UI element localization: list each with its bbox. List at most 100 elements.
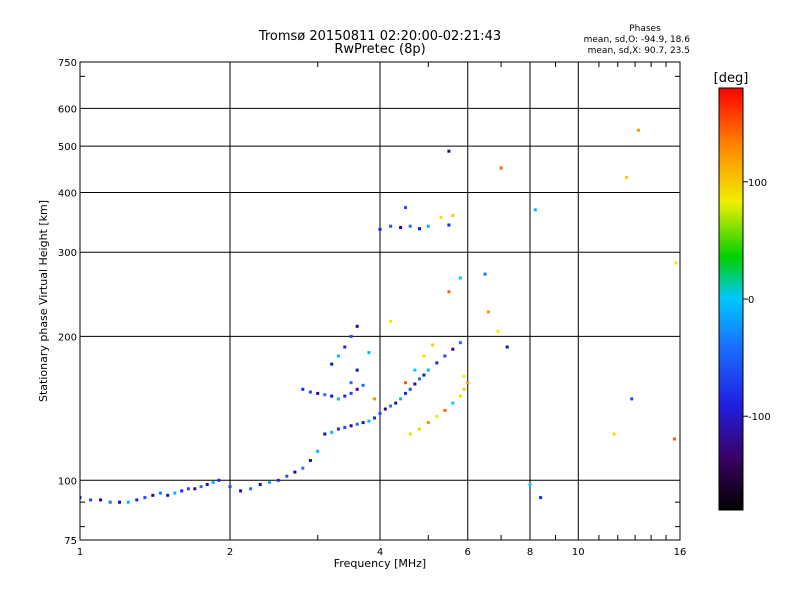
x-tick-label: 6 [465,547,471,558]
data-point [80,496,82,500]
data-point [389,404,393,408]
data-point [239,489,243,493]
plot-frame [79,61,681,541]
y-tick-label: 500 [58,142,77,153]
stats-line-x: mean, sd,X: 90.7, 23.5 [588,46,690,56]
data-point [443,354,447,358]
data-point [413,368,417,372]
chart-title: Tromsø 20150811 02:20:00-02:21:43 [258,29,501,44]
data-point [389,319,393,323]
data-point [285,474,289,478]
colorbar-tick-label: 100 [748,178,767,189]
x-tick-label: 1 [77,547,83,558]
data-point [404,391,407,395]
data-point [99,498,103,502]
data-point [399,397,403,401]
data-point [451,347,455,351]
data-point [316,391,320,395]
data-point [336,354,340,358]
colorbar-tick-label: -100 [748,412,771,423]
data-point [349,424,353,428]
data-point [383,407,387,411]
data-point [451,401,455,405]
data-point [389,224,393,228]
data-point [249,487,253,491]
data-point [533,208,537,212]
x-tick-label: 8 [527,547,533,558]
data-point [193,487,197,491]
y-tick-label: 400 [58,188,77,199]
data-point [349,334,353,338]
data-point [301,466,305,470]
data-point [349,391,353,395]
chart-subtitle: RwPretec (8p) [334,42,425,57]
data-point [367,351,371,355]
data-point [378,411,382,415]
data-point [447,223,451,227]
data-point [483,272,487,276]
x-tick-label: 10 [572,547,585,558]
data-point [323,393,327,397]
data-point [355,368,359,372]
colorbar: [deg] 100 0 -100 [714,71,771,511]
data-point [367,419,371,423]
data-point [308,390,312,394]
data-point [505,345,509,349]
y-axis-label: Stationary phase Virtual Height [km] [37,200,50,402]
data-point [447,290,451,294]
data-point [636,128,640,132]
data-point [674,261,678,265]
data-point [426,368,430,372]
data-point [143,496,147,500]
data-point [301,387,305,391]
data-point [126,500,130,504]
data-point [435,414,439,418]
data-point [404,206,407,210]
data-point [186,487,190,491]
data-point [486,310,490,314]
data-point [108,500,112,504]
colorbar-label: [deg] [714,71,749,86]
data-point [158,491,162,495]
data-point [408,224,412,228]
data-point [373,416,376,420]
data-point [316,449,320,453]
data-point [462,387,466,391]
data-point [258,483,262,486]
colorbar-ticks: 100 0 -100 [743,178,771,423]
data-point [166,493,170,497]
data-point [135,498,139,502]
data-point [276,478,280,482]
data-point [408,387,412,391]
data-point [443,408,447,412]
data-point [435,361,439,365]
data-point [496,329,500,333]
data-point [408,432,412,436]
data-point [89,498,93,502]
grid-lines [80,62,680,540]
data-point [151,493,155,497]
data-point [330,362,334,366]
data-point [343,394,347,398]
data-point [404,381,407,385]
data-point [426,421,430,425]
data-point [426,224,430,228]
y-tick-label: 100 [58,476,77,487]
x-tick-label: 2 [227,547,233,558]
data-point [625,176,629,179]
data-point [355,422,359,426]
data-point [199,485,203,489]
data-point [211,480,215,484]
data-point [422,354,426,358]
data-point [462,374,466,378]
stats-heading: Phases [629,24,661,34]
x-axis-label: Frequency [MHz] [334,557,426,570]
data-point [361,383,365,387]
colorbar-gradient [718,87,744,511]
colorbar-tick-label: 0 [748,295,754,306]
data-point [422,373,426,377]
y-tick-label: 300 [58,248,77,259]
data-point [173,491,177,495]
data-points [80,128,678,504]
